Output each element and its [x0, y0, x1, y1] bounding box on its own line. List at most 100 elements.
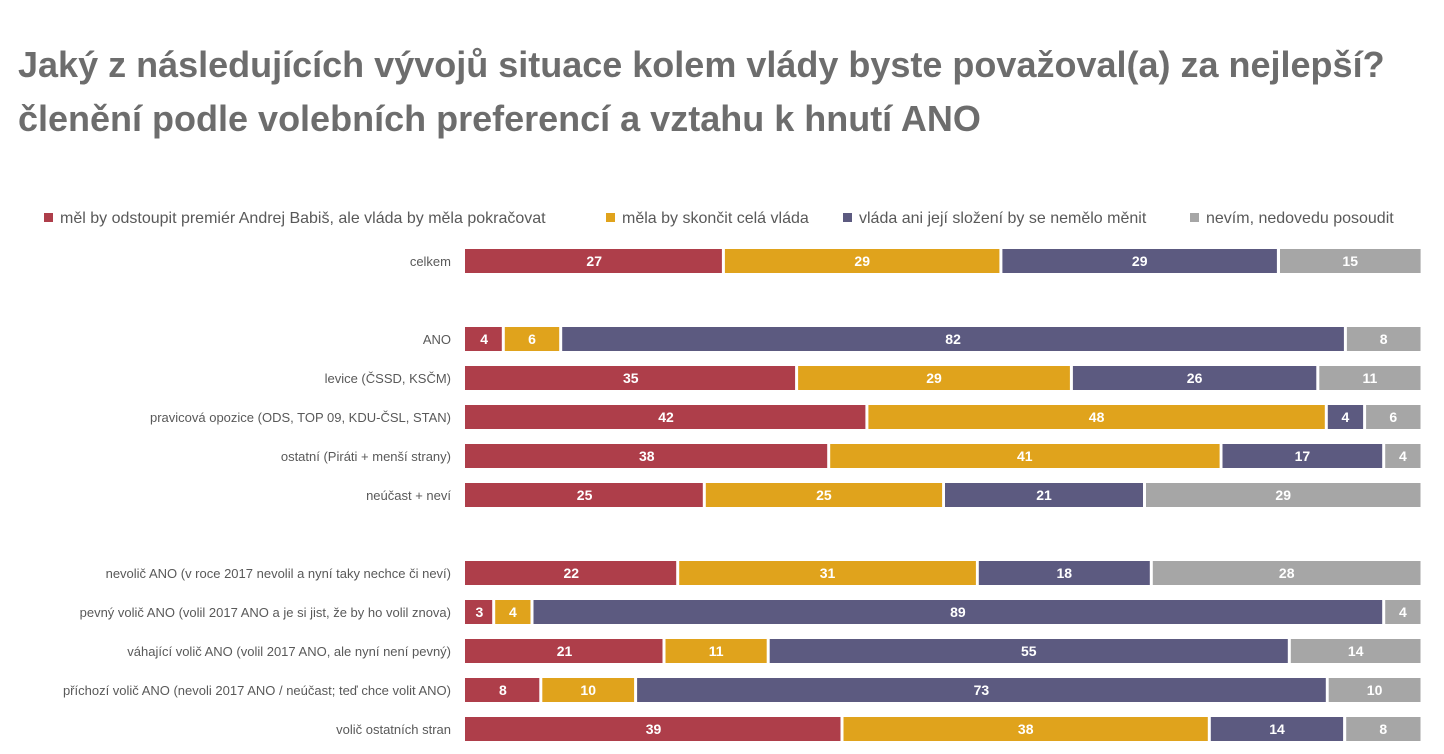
data-label: 31 [820, 565, 836, 581]
chart-title: Jaký z následujících vývojů situace kole… [18, 38, 1438, 146]
category-label: pravicová opozice (ODS, TOP 09, KDU-ČSL,… [150, 410, 451, 425]
bar-segment-gov-end [665, 639, 767, 663]
data-label: 6 [1389, 409, 1397, 425]
bar-segment-dont-know [1152, 561, 1421, 585]
category-label: příchozí volič ANO (nevoli 2017 ANO / ne… [63, 683, 451, 698]
data-label: 10 [580, 682, 596, 698]
data-label: 4 [1399, 448, 1407, 464]
data-label: 21 [557, 643, 573, 659]
bar-segment-no-change [978, 561, 1150, 585]
data-label: 82 [945, 331, 961, 347]
data-label: 21 [1036, 487, 1052, 503]
bar-segment-no-change [945, 483, 1143, 507]
bar-segment-resign-pm [465, 600, 493, 624]
bar-segment-gov-end [542, 678, 635, 702]
bar-segment-resign-pm [465, 717, 841, 741]
category-label: ANO [423, 332, 451, 347]
bar-segment-gov-end [679, 561, 976, 585]
legend-swatch-3 [1190, 213, 1199, 223]
bar-segment-no-change [562, 327, 1344, 351]
category-label: neúčast + neví [366, 488, 451, 503]
data-label: 29 [1132, 253, 1148, 269]
bar-segment-dont-know [1346, 327, 1421, 351]
bar-segment-no-change [1222, 444, 1383, 468]
data-label: 73 [974, 682, 990, 698]
legend-label-2: vláda ani její složení by se nemělo měni… [859, 210, 1147, 227]
bar-segment-dont-know [1280, 249, 1421, 273]
legend-swatch-2 [843, 213, 852, 223]
data-label: 38 [1018, 721, 1034, 737]
title-line-1: Jaký z následujících vývojů situace kole… [18, 44, 1385, 85]
bar-segment-resign-pm [465, 327, 502, 351]
data-label: 11 [1362, 370, 1377, 386]
data-label: 10 [1367, 682, 1383, 698]
bar-segment-resign-pm [465, 249, 722, 273]
bar-segment-no-change [769, 639, 1288, 663]
bar-segment-no-change [1327, 405, 1364, 429]
data-label: 15 [1342, 253, 1358, 269]
category-label: nevolič ANO (v roce 2017 nevolil a nyní … [106, 566, 451, 581]
bar-segment-dont-know [1385, 600, 1421, 624]
data-label: 8 [1380, 331, 1388, 347]
data-label: 4 [509, 604, 517, 620]
bar-segment-resign-pm [465, 483, 703, 507]
bar-segment-gov-end [868, 405, 1325, 429]
category-label: volič ostatních stran [336, 722, 451, 737]
bar-segment-no-change [1072, 366, 1317, 390]
category-label: ostatní (Piráti + menší strany) [281, 449, 451, 464]
data-label: 25 [577, 487, 593, 503]
data-label: 29 [854, 253, 870, 269]
bar-segment-gov-end [495, 600, 531, 624]
data-label: 18 [1057, 565, 1073, 581]
category-label: celkem [410, 254, 451, 269]
data-label: 29 [926, 370, 942, 386]
legend: měl by odstoupit premiér Andrej Babiš, a… [0, 207, 1444, 233]
bar-segment-resign-pm [465, 678, 540, 702]
bar-segment-dont-know [1385, 444, 1421, 468]
legend-swatch-1 [606, 213, 615, 223]
data-label: 35 [623, 370, 639, 386]
data-label: 11 [709, 643, 724, 659]
data-label: 29 [1275, 487, 1291, 503]
legend-item-gov-end: měla by skončit celá vláda [606, 207, 809, 231]
data-label: 89 [950, 604, 966, 620]
data-label: 4 [1342, 409, 1350, 425]
legend-swatch-0 [44, 213, 53, 223]
legend-item-dont-know: nevím, nedovedu posoudit [1190, 207, 1394, 231]
data-label: 4 [1399, 604, 1407, 620]
data-label: 42 [658, 409, 674, 425]
data-label: 26 [1187, 370, 1203, 386]
category-label: váhající volič ANO (volil 2017 ANO, ale … [127, 644, 451, 659]
bar-segment-gov-end [843, 717, 1208, 741]
bar-segment-dont-know [1290, 639, 1421, 663]
data-label: 28 [1279, 565, 1295, 581]
title-line-2: členění podle volebních preferencí a vzt… [18, 98, 981, 139]
legend-label-3: nevím, nedovedu posoudit [1206, 210, 1394, 227]
bar-segment-resign-pm [465, 561, 677, 585]
legend-label-1: měla by skončit celá vláda [622, 210, 809, 227]
data-label: 8 [499, 682, 507, 698]
data-label: 8 [1379, 721, 1387, 737]
category-label: pevný volič ANO (volil 2017 ANO a je si … [80, 605, 451, 620]
bar-segment-gov-end [798, 366, 1070, 390]
bar-segment-dont-know [1319, 366, 1421, 390]
data-label: 14 [1348, 643, 1364, 659]
data-label: 17 [1295, 448, 1311, 464]
legend-label-0: měl by odstoupit premiér Andrej Babiš, a… [60, 210, 546, 227]
data-label: 4 [480, 331, 488, 347]
bar-segment-resign-pm [465, 444, 828, 468]
data-label: 41 [1017, 448, 1033, 464]
category-label: levice (ČSSD, KSČM) [325, 371, 451, 386]
data-label: 25 [816, 487, 832, 503]
bar-segment-gov-end [724, 249, 1000, 273]
bar-segment-gov-end [504, 327, 560, 351]
legend-item-resign-pm: měl by odstoupit premiér Andrej Babiš, a… [44, 207, 546, 231]
bar-segment-no-change [1002, 249, 1277, 273]
bar-segment-resign-pm [465, 405, 866, 429]
data-label: 39 [646, 721, 662, 737]
data-label: 22 [564, 565, 580, 581]
data-label: 55 [1021, 643, 1037, 659]
data-label: 14 [1269, 721, 1285, 737]
bar-segment-dont-know [1346, 717, 1421, 741]
